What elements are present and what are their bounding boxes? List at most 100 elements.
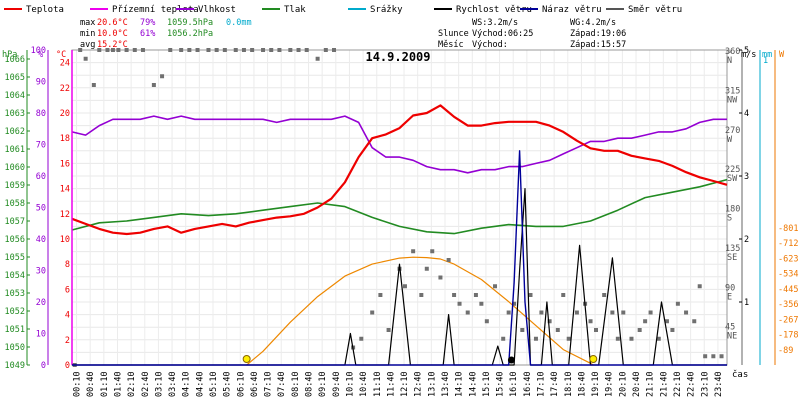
legend-label-4: Srážky [370,5,403,15]
w-tick-5: -356 [778,300,798,310]
w-tick-4: -445 [778,285,798,295]
stat-5: min [80,29,95,39]
hpa-tick-8: 1058 [5,199,25,209]
time-tick-31: 15:40 [496,371,506,397]
wind-dir-point-81 [697,284,702,289]
pct-unit: % [38,50,43,60]
dir-label-2: W [727,135,733,145]
wind-dir-point-5 [105,48,110,52]
wind-dir-point-8 [124,48,129,52]
wind-dir-point-19 [222,48,227,52]
wind-dir-point-16 [195,48,200,52]
time-tick-42: 21:10 [646,371,656,397]
wind-dir-point-28 [304,48,309,52]
hpa-tick-14: 1052 [5,307,25,317]
wind-dir-point-27 [296,48,301,52]
hpa-tick-0: 1066 [5,55,25,65]
wind-dir-point-52 [501,336,506,341]
w-tick-2: -623 [778,254,798,264]
time-tick-0: 00:10 [73,371,83,397]
time-tick-41: 20:40 [632,371,642,397]
time-tick-5: 02:40 [141,371,151,397]
wind-dir-point-44 [446,258,451,262]
wind-dir-point-6 [110,48,115,52]
ms-tick-2: 3 [744,172,749,182]
temp-tick-0: 24 [60,59,70,69]
wind-dir-point-74 [648,310,653,315]
stat-8: 1056.2hPa [167,29,213,39]
temp-tick-5: 14 [60,185,70,195]
wind-dir-point-15 [187,48,192,52]
w-tick-1: -712 [778,239,798,249]
wind-dir-point-54 [512,301,517,306]
pct-tick-2: 80 [36,109,46,119]
wind-dir-point-50 [484,319,489,324]
wind-dir-point-83 [711,354,716,359]
hpa-tick-1: 1065 [5,73,25,83]
time-tick-38: 19:10 [591,371,601,397]
wind-dir-point-40 [419,293,424,297]
stat-4: 0.0mm [226,18,252,28]
wind-dir-point-72 [637,328,642,332]
wind-dir-point-17 [206,48,211,52]
time-tick-7: 03:40 [168,371,178,397]
x-axis-label: čas [732,369,748,380]
temp-tick-2: 20 [60,109,70,119]
stat-11: WS:3.2m/s [472,18,518,28]
pct-tick-4: 60 [36,172,46,182]
moon-marker-0 [507,356,515,364]
hpa-tick-9: 1057 [5,217,25,227]
stat-3: 1059.5hPa [167,18,213,28]
time-tick-44: 22:10 [673,371,683,397]
wind-dir-point-56 [528,293,533,297]
wind-dir-point-49 [479,301,484,306]
mm-unit: mm [762,50,772,60]
wind-dir-point-66 [594,328,598,332]
w-tick-8: -89 [778,346,793,356]
wind-dir-point-1 [78,48,83,52]
wind-dir-point-84 [719,354,724,359]
time-tick-17: 08:40 [305,371,315,397]
wind-dir-point-62 [566,336,571,341]
time-tick-32: 16:10 [509,371,519,397]
dir-label-1: NW [727,95,738,105]
wind-dir-point-75 [656,336,661,341]
time-tick-29: 14:40 [468,371,478,397]
dir-tick-6: 90 [725,283,735,293]
wind-dir-point-12 [160,74,165,79]
ms-unit: m/s [741,50,756,60]
wind-dir-point-71 [629,336,634,341]
dir-label-3: SW [727,174,738,184]
wind-dir-point-45 [452,293,457,297]
time-tick-24: 12:10 [400,371,410,397]
time-tick-21: 10:40 [359,371,369,397]
pct-tick-8: 20 [36,298,46,308]
dir-tick-1: 315 [725,86,740,96]
stat-2: 79% [140,18,155,28]
wind-dir-point-47 [465,310,470,315]
time-tick-46: 23:10 [700,371,710,397]
wind-dir-point-76 [664,319,669,324]
time-tick-40: 20:10 [618,371,628,397]
hpa-unit: hPa [2,50,17,60]
wind-dir-point-26 [288,48,293,52]
temp-tick-11: 2 [65,336,70,346]
pressure-line [71,178,728,235]
humidity-line [71,115,727,174]
stat-12: WG:4.2m/s [570,18,616,28]
wind-dir-point-2 [83,56,88,61]
wind-dir-point-77 [670,328,675,332]
w-tick-7: -178 [778,331,798,341]
wind-dir-point-41 [424,266,429,271]
dir-label-7: NE [727,332,737,342]
dir-label-5: SE [727,253,737,263]
time-tick-16: 08:10 [291,371,301,397]
wind-dir-point-43 [438,275,443,280]
temp-tick-12: 0 [65,361,70,371]
ms-tick-1: 4 [744,109,749,119]
ms-tick-0: 5 [744,46,749,56]
chart-title: 14.9.2009 [365,50,430,64]
hpa-tick-16: 1050 [5,343,25,353]
time-tick-4: 02:10 [127,371,137,397]
